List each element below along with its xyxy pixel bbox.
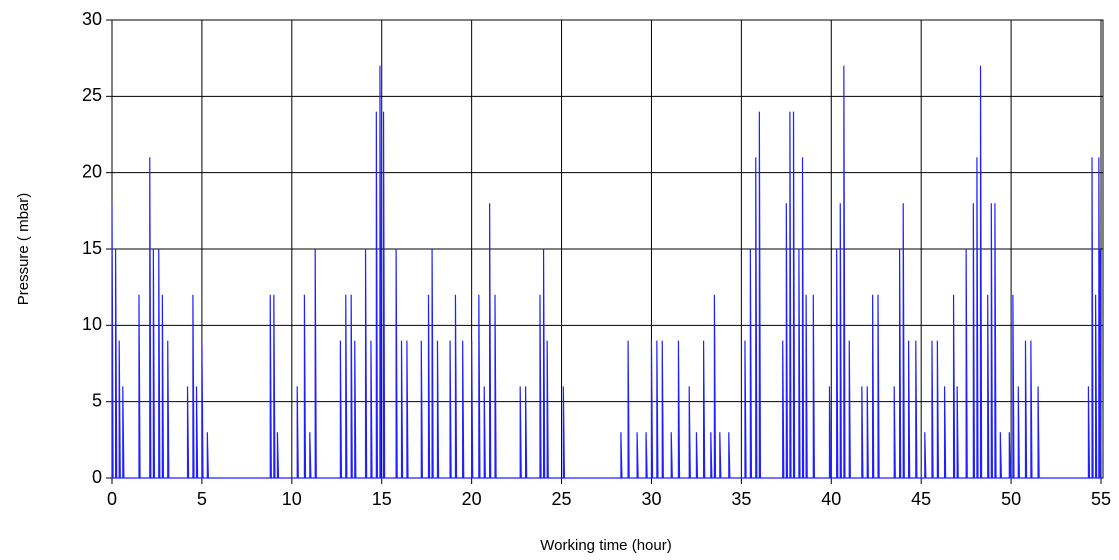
x-tick-label: 25 bbox=[552, 489, 572, 509]
x-tick-label: 10 bbox=[282, 489, 302, 509]
x-tick-label: 15 bbox=[372, 489, 392, 509]
x-tick-label: 20 bbox=[462, 489, 482, 509]
x-tick-label: 55 bbox=[1091, 489, 1111, 509]
x-tick-label: 45 bbox=[911, 489, 931, 509]
y-tick-label: 0 bbox=[92, 467, 102, 487]
y-tick-label: 25 bbox=[82, 85, 102, 105]
x-tick-label: 50 bbox=[1001, 489, 1021, 509]
x-tick-label: 35 bbox=[731, 489, 751, 509]
data-line bbox=[111, 65, 1102, 479]
x-axis-label: Working time (hour) bbox=[540, 537, 671, 554]
y-tick-label: 20 bbox=[82, 161, 102, 181]
x-tick-label: 40 bbox=[821, 489, 841, 509]
x-tick-label: 5 bbox=[197, 489, 207, 509]
x-tick-label: 0 bbox=[107, 489, 117, 509]
y-tick-label: 5 bbox=[92, 390, 102, 410]
x-tick-label: 30 bbox=[641, 489, 661, 509]
y-tick-label: 15 bbox=[82, 238, 102, 258]
y-axis-label: Pressure ( mbar) bbox=[15, 193, 32, 306]
y-tick-label: 10 bbox=[82, 314, 102, 334]
y-tick-label: 30 bbox=[82, 9, 102, 29]
